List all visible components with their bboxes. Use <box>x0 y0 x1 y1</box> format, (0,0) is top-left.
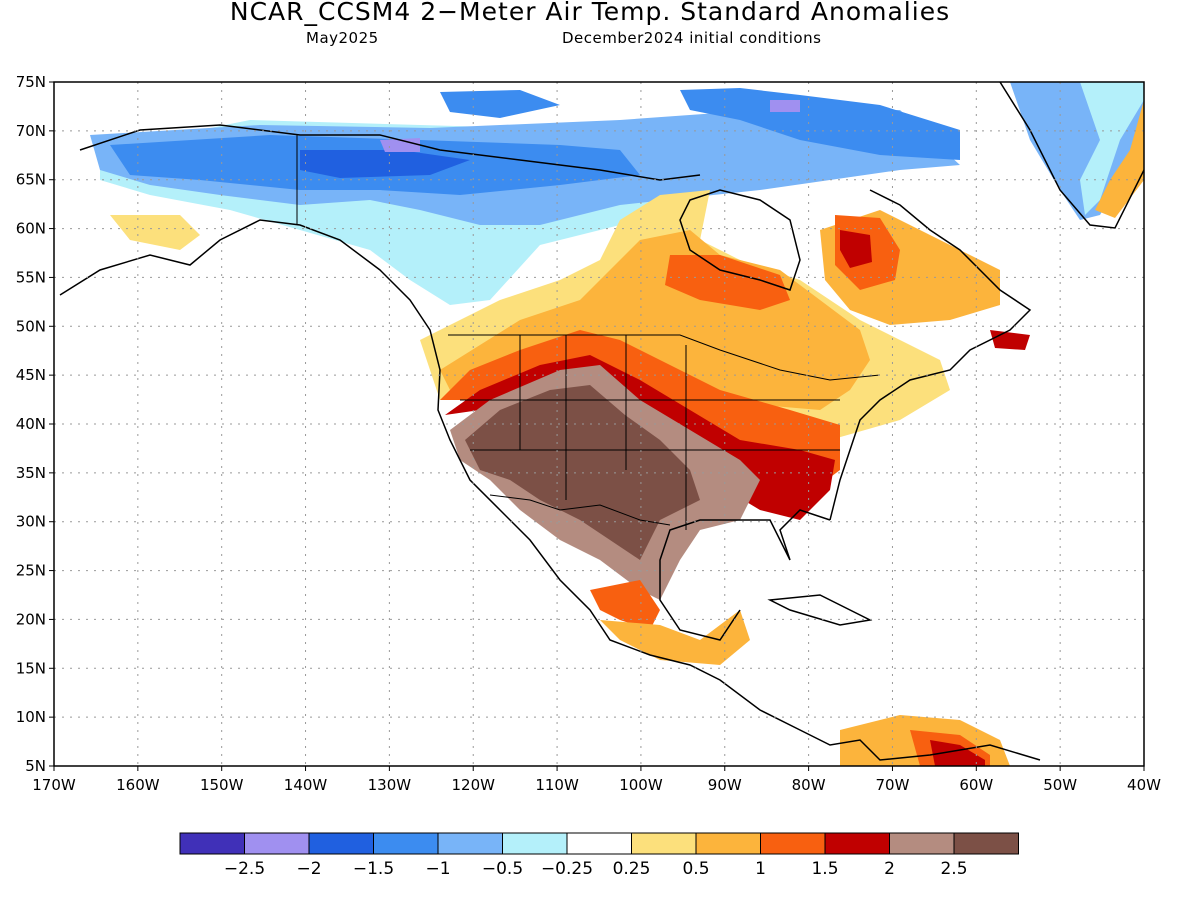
anomaly-greenland-cold-light <box>1080 82 1144 215</box>
lat-tick-label: 65N <box>16 171 46 189</box>
coastline-gulf <box>659 509 831 641</box>
colorbar-swatch <box>179 832 245 855</box>
colorbar-swatch <box>437 832 503 855</box>
anomaly-cold-extreme-2 <box>770 100 800 112</box>
coastline-greenland <box>999 82 1144 229</box>
lat-tick-label: 30N <box>16 513 46 531</box>
lat-tick-label: 25N <box>16 562 46 580</box>
anomaly-greenland-warm <box>1095 100 1144 218</box>
colorbar-swatch <box>760 832 826 855</box>
colorbar-swatch <box>308 832 374 855</box>
lon-tick-label: 90W <box>708 776 742 794</box>
lat-tick-label: 50N <box>16 317 46 335</box>
colorbar-swatch <box>502 832 568 855</box>
lon-tick-label: 120W <box>451 776 495 794</box>
lat-tick-label: 15N <box>16 659 46 677</box>
colorbar-swatch <box>631 832 697 855</box>
lon-tick-label: 110W <box>535 776 579 794</box>
colorbar-swatch <box>953 832 1019 855</box>
latitude-axis: 75N 70N 65N 60N 55N 50N 45N 40N 35N 30N 25N 20N 15N 1… <box>16 73 54 775</box>
lon-tick-label: 80W <box>792 776 826 794</box>
border-us-mexico <box>489 494 671 526</box>
colorbar-swatch <box>373 832 439 855</box>
lat-tick-label: 20N <box>16 610 46 628</box>
lat-tick-label: 75N <box>16 73 46 91</box>
lat-tick-label: 60N <box>16 220 46 238</box>
lon-tick-label: 150W <box>200 776 244 794</box>
colorbar-label: −1 <box>425 859 450 879</box>
coastline-east <box>829 189 1032 521</box>
coastline-arctic <box>79 124 701 181</box>
coastline-north-america <box>59 219 1041 761</box>
lon-tick-label: 130W <box>368 776 412 794</box>
colorbar-label: −0.5 <box>482 859 523 879</box>
lat-tick-label: 70N <box>16 122 46 140</box>
colorbar-swatch <box>695 832 761 855</box>
anomaly-warm-severe-quebec <box>840 230 872 268</box>
lat-tick-label: 35N <box>16 464 46 482</box>
colorbar-label: 0.25 <box>613 859 651 879</box>
colorbar-swatch <box>889 832 955 855</box>
colorbar-swatch <box>244 832 310 855</box>
lat-tick-label: 5N <box>25 757 46 775</box>
lon-tick-label: 160W <box>116 776 160 794</box>
anomaly-warm-mexico <box>590 580 660 630</box>
lon-tick-label: 50W <box>1043 776 1077 794</box>
colorbar-label: 1 <box>755 859 766 879</box>
gridlines <box>54 82 1144 766</box>
initial-conditions-label: December2024 initial conditions <box>562 29 822 47</box>
lon-tick-label: 170W <box>32 776 76 794</box>
anomaly-field <box>90 82 1144 766</box>
coastline-cuba <box>767 594 873 626</box>
anomaly-warm-newfoundland <box>990 330 1030 350</box>
colorbar-label: −1.5 <box>353 859 394 879</box>
anomaly-cold-extreme <box>380 138 420 152</box>
colorbar-label: −2.5 <box>224 859 265 879</box>
colorbar-label: 2.5 <box>940 859 967 879</box>
coastlines <box>59 82 1144 761</box>
lon-tick-label: 40W <box>1127 776 1161 794</box>
anomaly-warm-mexico-2 <box>600 610 750 665</box>
colorbar-label: 1.5 <box>811 859 838 879</box>
anomaly-cold-arctic <box>680 88 960 160</box>
colorbar-swatch <box>824 832 890 855</box>
lat-tick-label: 55N <box>16 268 46 286</box>
colorbar-label: −0.25 <box>541 859 593 879</box>
lon-tick-label: 60W <box>959 776 993 794</box>
forecast-month: May2025 <box>306 29 379 47</box>
border-us-canada <box>448 334 881 381</box>
lat-tick-label: 45N <box>16 366 46 384</box>
colorbar-swatch <box>566 832 632 855</box>
anomaly-warm-sa-3 <box>930 740 985 766</box>
colorbar: −2.5 −2 −1.5 −1 −0.5 −0.25 0.25 0.5 1 1.5 2 2.5 <box>179 832 1019 879</box>
anomaly-cold-strong-3 <box>440 90 560 118</box>
coastline-hudson-bay <box>679 189 801 291</box>
map-title: NCAR_CCSM4 2−Meter Air Temp. Standard An… <box>229 0 951 26</box>
anomaly-warm-strong-hudson <box>665 255 790 310</box>
lon-tick-label: 100W <box>619 776 663 794</box>
colorbar-label: −2 <box>296 859 321 879</box>
lat-tick-label: 40N <box>16 415 46 433</box>
anomaly-alaska-warm <box>110 215 200 250</box>
colorbar-label: 0.5 <box>682 859 709 879</box>
lon-tick-label: 70W <box>876 776 910 794</box>
anomaly-cold-strong-2 <box>300 150 470 178</box>
colorbar-label: 2 <box>884 859 895 879</box>
longitude-axis: 170W 160W 150W 140W 130W 120W 110W 100W 90W 80W 70… <box>32 766 1161 794</box>
lon-tick-label: 140W <box>284 776 328 794</box>
lat-tick-label: 10N <box>16 708 46 726</box>
